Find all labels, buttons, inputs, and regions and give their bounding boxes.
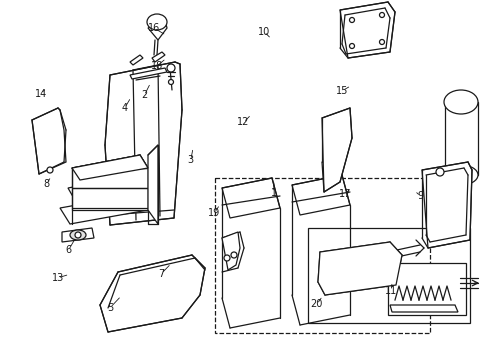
Bar	[307, 228, 469, 323]
Polygon shape	[421, 162, 471, 248]
Polygon shape	[321, 108, 351, 192]
Circle shape	[379, 13, 384, 18]
Circle shape	[349, 18, 354, 22]
Text: 9: 9	[417, 191, 423, 201]
Circle shape	[224, 255, 229, 261]
Circle shape	[75, 232, 81, 238]
Text: 19: 19	[207, 208, 220, 218]
Polygon shape	[339, 2, 394, 58]
Text: 16: 16	[147, 23, 160, 33]
Ellipse shape	[70, 230, 86, 240]
Polygon shape	[32, 108, 66, 174]
Text: 11: 11	[384, 286, 397, 296]
Polygon shape	[68, 174, 148, 202]
Bar	[215, 178, 429, 333]
Ellipse shape	[443, 165, 477, 185]
Polygon shape	[291, 175, 349, 215]
Ellipse shape	[443, 90, 477, 114]
Polygon shape	[72, 168, 148, 210]
Text: 2: 2	[141, 90, 147, 100]
Text: 7: 7	[158, 269, 164, 279]
Text: 20: 20	[310, 299, 323, 309]
Text: 17: 17	[338, 189, 350, 199]
Circle shape	[379, 40, 384, 45]
Polygon shape	[72, 155, 148, 180]
Circle shape	[47, 167, 53, 173]
Polygon shape	[148, 20, 167, 40]
Circle shape	[435, 168, 443, 176]
Polygon shape	[222, 232, 240, 270]
Text: 18: 18	[151, 60, 163, 71]
Circle shape	[167, 64, 175, 72]
Polygon shape	[100, 255, 204, 332]
Text: 12: 12	[237, 117, 249, 127]
Text: 15: 15	[335, 86, 348, 96]
Text: 14: 14	[34, 89, 47, 99]
Polygon shape	[72, 155, 148, 180]
Polygon shape	[60, 194, 148, 224]
Text: 8: 8	[43, 179, 49, 189]
Text: 3: 3	[187, 155, 193, 165]
Polygon shape	[444, 102, 477, 175]
Polygon shape	[222, 178, 280, 218]
Bar	[387, 263, 465, 315]
Text: 13: 13	[51, 273, 64, 283]
Polygon shape	[152, 52, 164, 62]
Text: 5: 5	[107, 303, 113, 313]
Circle shape	[349, 44, 354, 49]
Text: 6: 6	[65, 245, 71, 255]
Polygon shape	[130, 55, 142, 65]
Circle shape	[230, 252, 237, 258]
Text: 1: 1	[270, 188, 276, 198]
Polygon shape	[62, 228, 94, 242]
Polygon shape	[317, 242, 401, 295]
Ellipse shape	[147, 14, 167, 30]
Polygon shape	[105, 62, 182, 225]
Circle shape	[168, 80, 173, 85]
Polygon shape	[389, 305, 457, 312]
Polygon shape	[148, 145, 158, 224]
Text: 10: 10	[257, 27, 270, 37]
Text: 4: 4	[122, 103, 127, 113]
Polygon shape	[130, 68, 167, 79]
